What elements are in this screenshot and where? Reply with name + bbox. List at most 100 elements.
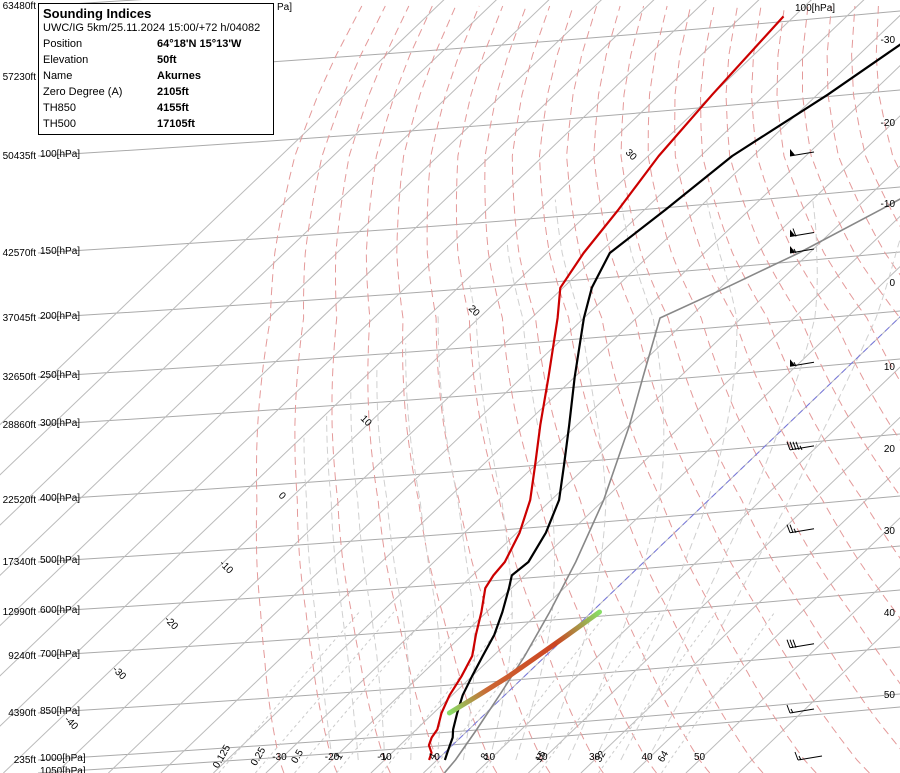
isotherm-line: [0, 0, 602, 577]
temperature-tick-label: 10: [484, 752, 496, 763]
dry-adiabat: [365, 5, 445, 773]
dry-adiabat: [674, 5, 900, 619]
mixing-ratio-line: [538, 611, 661, 773]
pressure-label: 150[hPa]: [40, 246, 80, 257]
isotherm-line: [475, 366, 900, 773]
info-key: Name: [43, 70, 73, 82]
height-label: 57230ft: [3, 72, 37, 83]
lifted-parcel-segment: [446, 609, 602, 716]
height-label: 4390ft: [8, 708, 36, 719]
isotherm-label: 10: [358, 413, 374, 429]
wind-barb: [786, 639, 815, 649]
wind-barb: [786, 441, 815, 451]
mixing-ratio-line: [381, 611, 514, 773]
height-label: 235ft: [14, 755, 36, 766]
height-label: 63480ft: [3, 1, 37, 12]
mixing-ratio-label: 64: [656, 749, 671, 765]
moist-adiabat: [506, 244, 556, 761]
series-line-0: [427, 15, 785, 761]
mixing-ratio-line: [294, 611, 432, 773]
mixing-ratio-line: [336, 611, 471, 773]
moist-adiabat: [376, 366, 412, 760]
dry-adiabat: [699, 5, 900, 559]
moist-adiabat: [567, 199, 665, 761]
info-subtitle: UWC/IG 5km/25.11.2024 15:00/+72 h/04082: [43, 22, 261, 34]
moist-adiabat: [646, 237, 900, 761]
temperature-tick-label: 50: [694, 752, 706, 763]
mixing-ratio-line: [482, 611, 609, 773]
right-isotherm-label: 50: [884, 690, 896, 701]
isotherm-label: -20: [162, 614, 180, 632]
pressure-label: 600[hPa]: [40, 605, 80, 616]
info-value: 2105ft: [157, 86, 189, 98]
info-row-position: Position 64°18'N 15°13'W: [39, 36, 273, 52]
info-key: TH500: [43, 118, 77, 130]
dry-adiabat: [331, 5, 410, 773]
height-label: 17340ft: [3, 557, 37, 568]
height-label: 37045ft: [3, 313, 37, 324]
temperature-tick-label: -30: [272, 752, 287, 763]
mixing-ratio-line: [255, 611, 395, 773]
pressure-label: 100[hPa]: [40, 149, 80, 160]
isobar-line: [37, 186, 900, 254]
info-row-name: Name Akurnes: [39, 68, 273, 84]
mixing-ratio-label: 0.5: [289, 748, 306, 766]
dry-adiabat: [802, 5, 900, 320]
moist-adiabat: [350, 392, 385, 760]
info-value: 50ft: [157, 54, 177, 66]
wind-barb: [794, 751, 823, 761]
dry-adiabat: [647, 5, 900, 685]
isotherm-line: [0, 0, 550, 526]
info-row-elevation: Elevation 50ft: [39, 52, 273, 68]
wind-barb: [789, 246, 815, 254]
isotherm-line: [0, 0, 497, 476]
info-title: Sounding Indices: [43, 6, 152, 21]
dry-adiabat: [484, 5, 657, 773]
dry-adiabat: [455, 5, 604, 773]
info-value: 17105ft: [157, 118, 195, 130]
temperature-tick-label: 20: [536, 752, 548, 763]
dry-adiabats: [255, 5, 900, 773]
isotherm-line: [318, 215, 900, 773]
info-row-zero-degree: Zero Degree (A) 2105ft: [39, 84, 273, 100]
right-isotherm-label: 0: [889, 278, 895, 289]
temperature-tick-label: -20: [325, 752, 340, 763]
info-row-th850: TH850 4155ft: [39, 100, 273, 116]
dry-adiabat: [426, 5, 551, 773]
sounding-indices-box: Sounding Indices UWC/IG 5km/25.11.2024 1…: [38, 3, 274, 135]
pressure-label: 200[hPa]: [40, 311, 80, 322]
mixing-ratio-lines: [218, 611, 776, 773]
dry-adiabat: [593, 5, 870, 773]
isotherm-line: [633, 517, 900, 773]
mixing-ratio-label: 4: [427, 751, 440, 762]
isotherm-line: [0, 0, 445, 426]
right-isotherm-label: -20: [881, 118, 896, 129]
dry-adiabat: [255, 5, 363, 773]
right-isotherm-label: 40: [884, 608, 896, 619]
mixing-ratio-line: [598, 611, 717, 773]
isotherm-line: [685, 567, 900, 773]
isotherm-line: [738, 617, 900, 773]
dry-adiabat: [538, 5, 764, 773]
right-isotherm-label: -30: [881, 35, 896, 46]
dry-adiabat: [396, 5, 498, 773]
isobar-line: [37, 495, 900, 563]
height-label: 9240ft: [8, 651, 36, 662]
info-key: Position: [43, 38, 83, 50]
dry-adiabat: [566, 5, 817, 773]
dry-adiabat: [750, 5, 900, 441]
moist-adiabat: [405, 343, 442, 761]
mixing-ratio-label: 8: [479, 751, 492, 762]
dry-adiabat: [511, 5, 711, 773]
right-isotherm-label: 30: [884, 526, 896, 537]
height-label: 12990ft: [3, 607, 37, 618]
pressure-label: 300[hPa]: [40, 418, 80, 429]
wind-barb: [789, 228, 815, 237]
info-key: Elevation: [43, 54, 89, 66]
series-line-1: [443, 43, 900, 761]
isobar-line: [37, 693, 900, 761]
temperature-tick-label: 0: [434, 752, 440, 763]
moist-adiabat: [326, 416, 359, 761]
